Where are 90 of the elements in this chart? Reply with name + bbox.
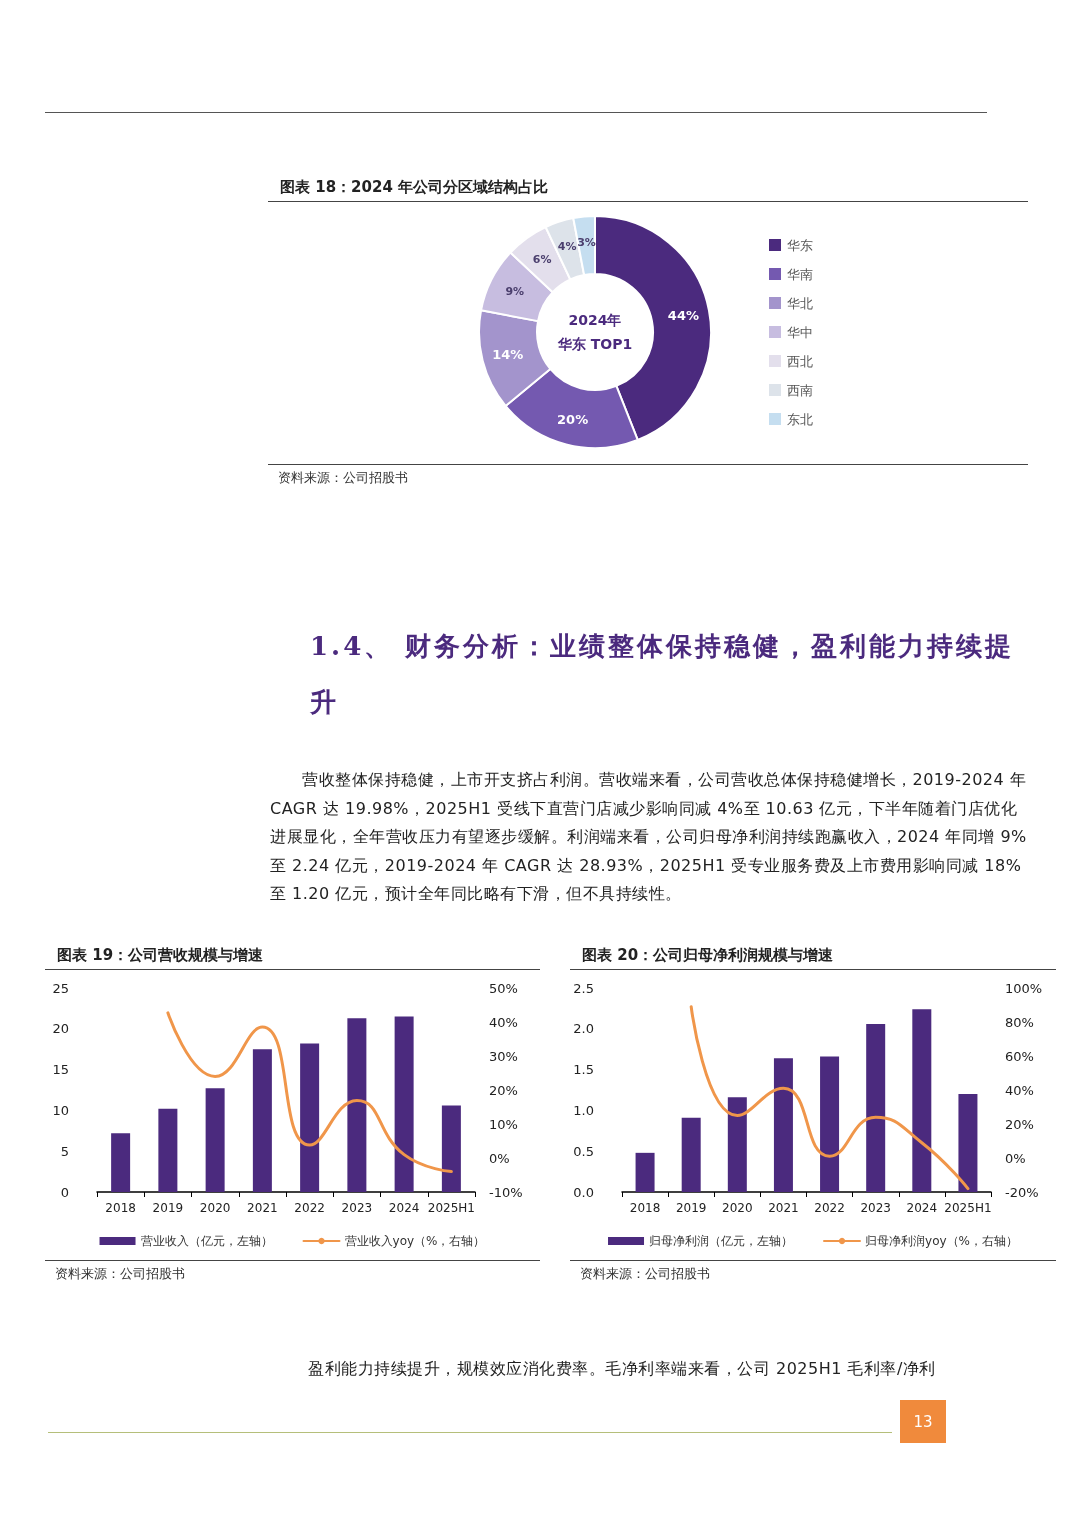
x-tick-label: 2023 [860, 1201, 891, 1215]
line-series [689, 1005, 970, 1191]
data-label: 14% [492, 346, 524, 362]
y2-tick-label: 40% [489, 1014, 518, 1030]
y2-tick-label: 80% [1005, 1014, 1034, 1030]
bar [252, 1049, 272, 1192]
data-label: 4% [557, 239, 577, 253]
x-tick-label: 2018 [105, 1201, 136, 1215]
x-tick-label: 2022 [814, 1201, 845, 1215]
y2-tick-label: 40% [1005, 1082, 1034, 1098]
y-tick-label: 5 [60, 1143, 69, 1159]
y2-tick-label: 0% [1005, 1150, 1026, 1166]
bar [441, 1105, 461, 1192]
x-tick-label: 2018 [629, 1201, 661, 1215]
y-tick-label: 15 [52, 1062, 69, 1078]
legend-label: 华东 [787, 237, 813, 253]
y2-tick-label: 0% [489, 1150, 510, 1166]
y-tick-label: 25 [52, 980, 69, 996]
legend-label: 西北 [787, 353, 813, 369]
bar [394, 1016, 414, 1192]
legend-label: 华南 [787, 266, 813, 282]
data-label: 6% [532, 252, 552, 266]
legend-label: 营业收入yoy（%，右轴） [344, 1234, 486, 1248]
x-tick-label: 2025H1 [427, 1201, 475, 1215]
data-label: 44% [667, 307, 699, 323]
y2-tick-label: 20% [489, 1082, 518, 1098]
bar [820, 1056, 840, 1192]
y2-tick-label: 30% [489, 1048, 518, 1064]
y2-tick-label: 20% [1005, 1116, 1034, 1132]
y2-tick-label: -20% [1005, 1184, 1039, 1200]
y-tick-label: 20 [52, 1021, 69, 1037]
y-tick-label: 1.5 [573, 1062, 594, 1078]
bar [205, 1088, 225, 1192]
y2-tick-label: 100% [1005, 980, 1043, 996]
x-tick-label: 2019 [675, 1201, 707, 1215]
text: 盈利能力持续提升，规模效应消化费率。毛净利率端来看，公司 2025H1 毛利率/净利 [307, 1358, 937, 1380]
bar [347, 1018, 367, 1192]
y2-tick-label: 50% [489, 980, 518, 996]
bar [158, 1108, 178, 1192]
x-tick-label: 2021 [247, 1201, 278, 1215]
x-tick-label: 2025H1 [944, 1201, 992, 1215]
y-tick-label: 10 [52, 1102, 69, 1118]
text: 资料来源：公司招股书 [268, 464, 1028, 487]
x-tick-label: 2024 [388, 1201, 420, 1215]
data-label: 3% [577, 235, 596, 249]
legend-label: 归母净利润（亿元，左轴） [649, 1234, 794, 1248]
data-label: 9% [505, 284, 525, 298]
bar [681, 1117, 701, 1192]
chart-title: 图表 18：2024 年公司分区域结构占比 [268, 178, 1028, 202]
x-tick-label: 2019 [152, 1201, 184, 1215]
chart-title: 图表 19：公司营收规模与增速 [45, 946, 540, 970]
bar [635, 1152, 655, 1192]
text: 资料来源：公司招股书 [570, 1260, 1056, 1283]
y2-tick-label: 60% [1005, 1048, 1034, 1064]
legend-label: 华北 [787, 295, 813, 311]
text: 资料来源：公司招股书 [45, 1260, 540, 1283]
text: 13 [900, 1400, 946, 1443]
legend-label: 归母净利润yoy（%，右轴） [865, 1234, 1018, 1248]
y2-tick-label: -10% [489, 1184, 523, 1200]
text: 营收整体保持稳健，上市开支挤占利润。营收端来看，公司营收总体保持稳健增长，2019-2024 年 CAGR 达 19.98%，2025H1 受线下直营门店减少影响同减 4%至 10.63 亿元，下半年随着门店优化进展显化，全年营收压力有望逐步缓解。利润端来看，公司归母净利润持续跑赢收入，2024 年同增 9%至 2.24 亿元，2019-2024 年 CAGR 达 28.93%，2025H1 受专业服务费及上市费用影响同减 18%至 1.20 亿元，预计全年同比略有下滑，但不具持续性。 [270, 769, 1028, 905]
text: 1.4、 财务分析：业绩整体保持稳健，盈利能力持续提升 [310, 630, 1016, 719]
legend-label: 华中 [787, 324, 813, 340]
y-tick-label: 2.0 [573, 1021, 594, 1037]
bar [866, 1023, 886, 1192]
y-tick-label: 2.5 [573, 980, 594, 996]
x-tick-label: 2020 [722, 1201, 753, 1215]
line-series [166, 1011, 453, 1174]
y2-tick-label: 10% [489, 1116, 518, 1132]
bar [111, 1133, 131, 1192]
text: 华东 TOP1 [556, 336, 633, 352]
chart-title: 图表 20：公司归母净利润规模与增速 [570, 946, 1056, 970]
y-tick-label: 1.0 [573, 1102, 594, 1118]
x-tick-label: 2024 [906, 1201, 938, 1215]
x-tick-label: 2021 [768, 1201, 799, 1215]
legend-label: 西南 [787, 382, 813, 398]
x-tick-label: 2023 [341, 1201, 373, 1215]
bar [300, 1043, 320, 1192]
bar [912, 1009, 932, 1192]
bar [727, 1097, 747, 1192]
y-tick-label: 0.0 [573, 1184, 594, 1200]
data-label: 20% [557, 411, 589, 427]
bar [773, 1058, 793, 1192]
y-tick-label: 0.5 [573, 1143, 594, 1159]
legend-label: 东北 [787, 411, 813, 427]
x-tick-label: 2022 [294, 1201, 325, 1215]
bar [958, 1094, 978, 1192]
text: 2024年 [568, 312, 622, 328]
x-tick-label: 2020 [199, 1201, 231, 1215]
legend-label: 营业收入（亿元，左轴） [140, 1234, 273, 1248]
y-tick-label: 0 [60, 1184, 69, 1200]
